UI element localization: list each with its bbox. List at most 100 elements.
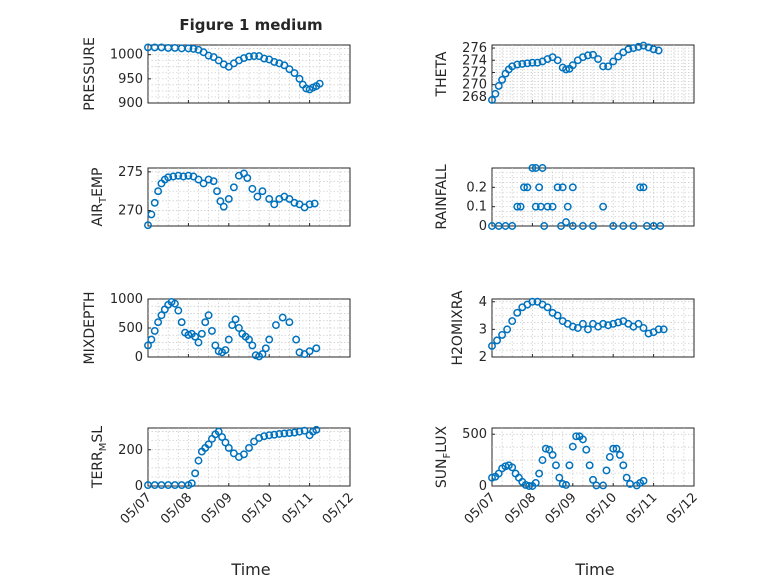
data-point	[184, 171, 193, 180]
data-point	[224, 194, 233, 203]
y-tick-label: 0	[135, 479, 143, 494]
x-tick-label: 05/10	[583, 490, 620, 527]
data-point	[245, 52, 253, 61]
data-point	[147, 335, 156, 344]
data-point	[174, 171, 183, 180]
data-point	[602, 466, 611, 475]
y-tick-label: 1000	[110, 292, 143, 307]
data-point	[154, 318, 163, 327]
data-point	[568, 61, 577, 70]
data-point	[265, 194, 274, 203]
x-tick-label: 05/07	[118, 490, 155, 527]
data-point	[260, 432, 269, 441]
data-point	[609, 319, 618, 328]
data-point	[639, 183, 648, 192]
data-point	[219, 202, 228, 211]
data-point	[553, 56, 562, 65]
data-point	[240, 54, 248, 62]
y-tick-label: 270	[118, 204, 143, 219]
data-point	[599, 481, 608, 490]
data-point	[589, 50, 597, 59]
data-point	[493, 336, 501, 345]
data-point	[604, 321, 613, 330]
data-point	[312, 344, 321, 353]
data-point	[654, 325, 663, 334]
data-point	[191, 332, 200, 341]
data-point	[170, 299, 179, 308]
y-tick-label: 276	[462, 41, 487, 56]
data-point	[540, 222, 549, 230]
data-point	[528, 297, 537, 306]
data-point	[265, 335, 274, 344]
data-point	[594, 55, 602, 63]
data-point	[224, 335, 233, 344]
data-point	[589, 475, 597, 484]
data-point	[609, 57, 618, 66]
data-point	[221, 438, 230, 447]
data-point	[204, 175, 213, 184]
data-point	[568, 322, 577, 331]
data-point	[305, 200, 314, 209]
data-point	[265, 431, 274, 440]
data-point	[194, 175, 203, 184]
y-tick-label: 4	[479, 295, 487, 310]
data-point	[538, 164, 547, 172]
data-point	[622, 473, 631, 482]
data-point	[150, 198, 159, 207]
data-point	[578, 222, 587, 230]
data-point	[584, 51, 592, 60]
data-point	[548, 202, 557, 211]
data-point	[488, 95, 496, 104]
data-point	[197, 329, 206, 338]
data-point	[538, 456, 547, 465]
data-point	[189, 44, 198, 53]
data-point	[572, 432, 581, 441]
data-point	[568, 183, 577, 192]
data-point	[654, 46, 663, 55]
y-tick-label: 268	[462, 90, 487, 105]
y-axis-label: SUNFLUX	[434, 425, 453, 488]
x-tick-label: 05/12	[664, 490, 701, 527]
data-point	[615, 450, 624, 459]
data-point	[528, 164, 537, 172]
data-point	[552, 461, 560, 470]
data-point	[498, 330, 507, 339]
y-tick-label: 500	[462, 427, 487, 442]
x-tick-label: 05/08	[502, 490, 539, 527]
data-point	[573, 324, 582, 332]
data-point	[584, 325, 592, 334]
data-point	[604, 62, 613, 71]
data-point	[525, 482, 533, 490]
y-tick-label: 0	[135, 350, 143, 365]
y-tick-label: 0	[479, 479, 487, 494]
data-point	[582, 445, 591, 454]
data-point	[548, 450, 557, 459]
data-point	[174, 306, 183, 315]
data-point	[612, 444, 621, 453]
x-tick-label: 05/09	[199, 490, 236, 527]
data-point	[541, 444, 550, 453]
x-tick-label: 05/11	[279, 490, 316, 527]
data-point	[224, 443, 233, 452]
data-point	[211, 341, 220, 350]
data-point	[240, 450, 248, 459]
data-point	[204, 311, 213, 320]
y-tick-label: 1000	[110, 48, 143, 63]
y-axis-label: RAINFALL	[434, 164, 450, 229]
data-point	[250, 52, 259, 61]
data-point	[204, 440, 213, 449]
data-point	[305, 347, 314, 356]
data-point	[270, 57, 279, 66]
data-point	[285, 429, 294, 438]
data-point	[285, 65, 294, 74]
data-point	[201, 318, 210, 327]
data-point	[614, 52, 623, 61]
data-point	[503, 325, 512, 334]
data-point	[164, 173, 173, 182]
data-point	[558, 479, 567, 488]
data-point	[494, 81, 503, 90]
data-point	[555, 473, 564, 482]
data-point	[243, 174, 252, 183]
subplot-sun-flux: 0 500 05/07 05/08 05/09 05/10 05/11 05/12 SUNFLU…	[434, 425, 701, 527]
subplot-h2omixra: 2 3 4 H2OMIXRA	[450, 290, 695, 366]
